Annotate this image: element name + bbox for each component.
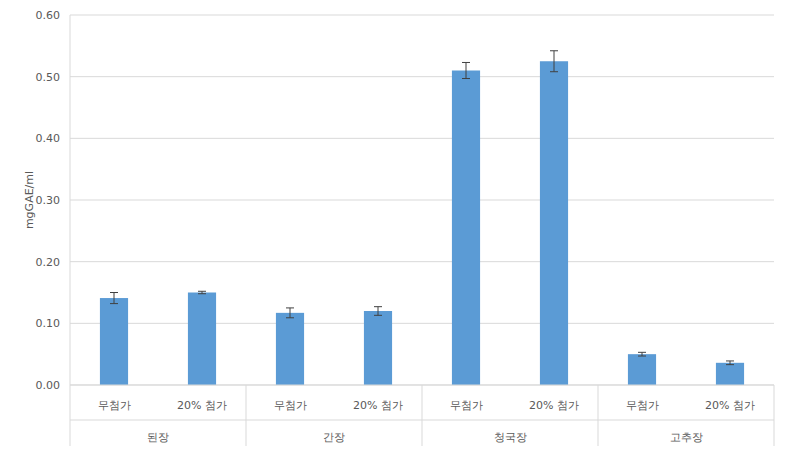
x-tick-label: 무첨가 xyxy=(450,399,483,412)
y-tick-label: 0.20 xyxy=(36,256,61,269)
error-bar xyxy=(286,308,294,318)
x-tick-label: 무첨가 xyxy=(98,399,131,412)
chart: 0.00 0.10 0.20 0.30 0.40 0.50 0.60 mgGAE/ml 무첨가 2… xyxy=(0,0,789,452)
error-bar xyxy=(110,293,118,304)
error-bar xyxy=(462,62,470,78)
bar xyxy=(452,71,480,386)
group-label: 된장 xyxy=(147,431,169,444)
y-tick-label: 0.00 xyxy=(36,379,61,392)
error-bar xyxy=(550,51,558,72)
bar xyxy=(628,354,656,385)
group-divider xyxy=(598,385,599,446)
x-tick-label: 무첨가 xyxy=(626,399,659,412)
y-tick-label: 0.50 xyxy=(36,71,61,84)
x-tick-label: 20% 첨가 xyxy=(353,399,403,412)
group-label: 간장 xyxy=(323,431,345,444)
bar xyxy=(188,293,216,386)
grid-line xyxy=(70,323,774,324)
group-divider xyxy=(70,385,71,446)
x-tick-label: 20% 첨가 xyxy=(177,399,227,412)
group-divider xyxy=(246,385,247,446)
grid-line xyxy=(70,76,774,77)
error-bar xyxy=(638,352,646,356)
x-tick-label: 20% 첨가 xyxy=(529,399,579,412)
grid-line xyxy=(70,138,774,139)
y-axis-line xyxy=(70,15,71,385)
bar xyxy=(364,311,392,385)
group-divider xyxy=(774,385,775,446)
bar xyxy=(276,313,304,385)
grid-line xyxy=(70,200,774,201)
y-tick-label: 0.60 xyxy=(36,9,61,22)
bar xyxy=(716,363,744,385)
y-tick-label: 0.30 xyxy=(36,194,61,207)
grid-line xyxy=(70,15,774,16)
y-tick-label: 0.10 xyxy=(36,317,61,330)
group-label: 고추장 xyxy=(670,431,703,444)
y-tick-label: 0.40 xyxy=(36,132,61,145)
y-axis-title: mgGAE/ml xyxy=(23,171,36,229)
error-bar xyxy=(374,307,382,316)
bars xyxy=(100,51,744,385)
group-divider xyxy=(422,385,423,446)
error-bar xyxy=(726,361,734,365)
error-bar xyxy=(198,291,206,293)
x-tick-label: 20% 첨가 xyxy=(705,399,755,412)
x-tick-label: 무첨가 xyxy=(274,399,307,412)
group-label: 청국장 xyxy=(494,431,527,444)
grid-line xyxy=(70,261,774,262)
bar xyxy=(540,61,568,385)
bar xyxy=(100,298,128,385)
